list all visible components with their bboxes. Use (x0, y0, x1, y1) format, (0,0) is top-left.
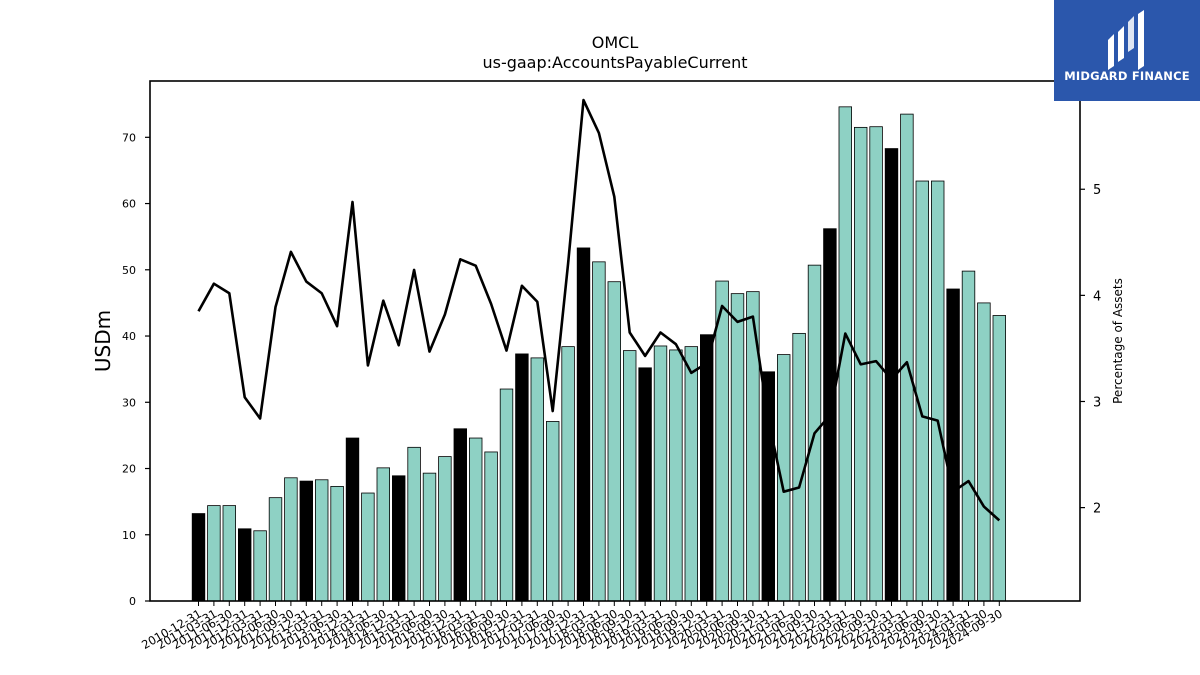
bar-2019-03-31 (653, 345, 668, 602)
bar-series (191, 106, 1007, 602)
bar-2015-06-30 (422, 472, 437, 602)
bar-2012-03-31 (253, 530, 267, 602)
bar-2012-09-30 (284, 477, 298, 602)
bar-2024-09-30 (992, 315, 1007, 602)
y2-tick-label: 3 (1093, 395, 1101, 410)
plot-frame (149, 80, 1081, 602)
bar-2011-06-30 (222, 505, 237, 602)
bar-2016-03-31 (468, 437, 483, 602)
y-axis-label: USDm (91, 310, 115, 372)
bar-2012-06-30 (268, 497, 283, 602)
bar-2015-12-31 (453, 428, 468, 602)
bar-2012-12-31 (299, 480, 314, 602)
y-tick-label: 60 (122, 198, 136, 211)
bar-2024-03-31 (961, 270, 976, 602)
y-tick-label: 0 (129, 595, 136, 608)
bar-2019-06-30 (669, 349, 683, 602)
bar-2018-12-31 (638, 367, 652, 602)
bar-2017-03-31 (530, 357, 545, 602)
bar-2021-03-31 (777, 354, 791, 602)
bar-2021-06-30 (792, 332, 806, 602)
bar-2017-09-30 (561, 346, 575, 602)
y-axis-ticks: 0 10 20 30 40 50 60 70 (122, 131, 150, 608)
bar-2019-12-31 (700, 334, 714, 602)
bar-2014-03-31 (361, 492, 375, 602)
midgard-m-icon (1108, 10, 1144, 70)
bar-2018-03-31 (592, 261, 606, 602)
y-tick-label: 20 (122, 463, 136, 476)
y2-tick-label: 5 (1093, 183, 1101, 198)
bar-2024-06-30 (977, 302, 991, 602)
y-tick-label: 40 (122, 330, 136, 343)
bar-2019-09-30 (684, 346, 699, 602)
bar-2022-09-30 (869, 126, 883, 602)
bar-2020-06-30 (730, 293, 745, 602)
x-axis-ticks: 2010-12-312011-03-312011-06-302011-12-31… (139, 601, 1005, 652)
bar-2016-06-30 (484, 451, 498, 602)
bar-2023-09-30 (931, 180, 945, 602)
bar-2018-06-30 (607, 281, 622, 602)
bar-2015-09-30 (438, 456, 452, 602)
bar-2020-03-31 (715, 280, 729, 602)
brand-name: MIDGARD FINANCE (1064, 69, 1190, 83)
y-tick-label: 30 (122, 396, 136, 409)
brand-logo: MIDGARD FINANCE (1054, 0, 1200, 101)
y2-tick-label: 4 (1093, 289, 1101, 304)
chart-subtitle: us-gaap:AccountsPayableCurrent (482, 53, 747, 72)
bar-2016-09-30 (499, 388, 514, 602)
bar-2017-12-31 (576, 247, 591, 602)
bar-2023-03-31 (900, 113, 914, 602)
line-series (197, 98, 1001, 522)
bar-2023-12-31 (946, 288, 960, 602)
bar-2016-12-31 (515, 353, 529, 602)
y-tick-label: 10 (122, 529, 136, 542)
percentage-of-assets-line (197, 98, 1001, 522)
bar-2023-06-30 (915, 180, 930, 602)
bar-2011-03-31 (207, 505, 221, 602)
y-tick-label: 50 (122, 264, 136, 277)
bar-2013-03-31 (314, 479, 329, 602)
chart-title: OMCL (592, 33, 639, 52)
y2-tick-label: 2 (1093, 502, 1101, 517)
bar-2014-06-30 (376, 467, 391, 602)
axes (149, 80, 1081, 602)
bar-2014-12-31 (391, 475, 406, 602)
y-tick-label: 70 (122, 131, 136, 144)
bar-2018-09-30 (623, 350, 637, 602)
bar-2013-12-31 (345, 437, 360, 602)
y2-axis-ticks: 2 3 4 5 (1080, 183, 1101, 517)
bar-2013-06-30 (330, 485, 344, 602)
bar-2011-12-31 (237, 528, 252, 602)
y2-axis-label: Percentage of Assets (1111, 278, 1125, 404)
bar-2020-12-31 (761, 371, 776, 602)
bar-2010-12-31 (191, 513, 206, 602)
bar-2015-03-31 (407, 446, 421, 602)
bar-2017-06-30 (546, 421, 560, 602)
